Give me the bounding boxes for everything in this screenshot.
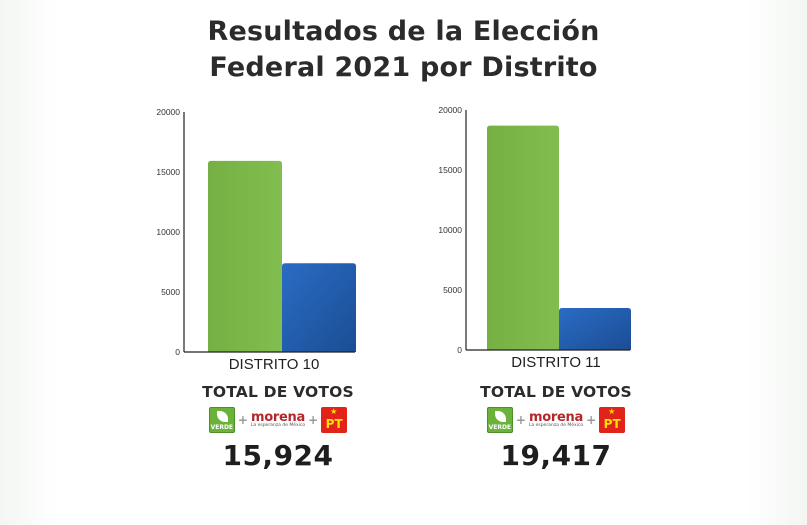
district-10-summary: TOTAL DE VOTOS VERDE + morena La esperan… <box>168 383 388 472</box>
morena-logo-text: morena <box>529 410 583 426</box>
verde-logo-text: VERDE <box>488 424 512 431</box>
pt-logo-text: PT <box>603 417 621 431</box>
bar-series-1 <box>487 125 559 350</box>
total-votes-value: 19,417 <box>500 439 612 472</box>
plus-icon: + <box>237 413 248 427</box>
y-tick-label: 20000 <box>156 107 180 117</box>
plus-icon: + <box>586 413 597 427</box>
verde-logo-text: VERDE <box>210 424 234 431</box>
y-tick-label: 5000 <box>443 285 462 295</box>
coalition-logos: VERDE + morena La esperanza de México + … <box>446 407 666 433</box>
x-axis-label: DISTRITO 10 <box>229 356 320 373</box>
x-axis-label: DISTRITO 11 <box>511 354 600 371</box>
total-votes-label: TOTAL DE VOTOS <box>202 383 354 401</box>
plus-icon: + <box>308 413 319 427</box>
pt-logo-icon: ★ PT <box>321 407 348 433</box>
total-votes-label: TOTAL DE VOTOS <box>480 383 632 401</box>
morena-logo-subtext: La esperanza de México <box>528 423 584 429</box>
y-tick-label: 10000 <box>156 227 180 237</box>
y-tick-label: 0 <box>457 345 462 355</box>
y-tick-label: 10000 <box>438 225 462 235</box>
y-tick-label: 5000 <box>161 287 180 297</box>
plus-icon: + <box>515 413 526 427</box>
morena-logo-text: morena <box>251 410 305 426</box>
verde-logo-icon: VERDE <box>208 407 235 433</box>
coalition-logos: VERDE + morena La esperanza de México + … <box>168 407 388 433</box>
pt-logo-text: PT <box>325 417 343 431</box>
bar-series-1 <box>208 160 282 352</box>
page-title: Resultados de la Elección Federal 2021 p… <box>0 14 807 86</box>
morena-logo-icon: morena La esperanza de México <box>529 411 583 429</box>
star-icon: ★ <box>330 407 338 416</box>
verde-logo-icon: VERDE <box>486 407 513 433</box>
y-tick-label: 15000 <box>156 167 180 177</box>
bar-series-2 <box>559 308 631 350</box>
morena-logo-subtext: La esperanza de México <box>250 423 306 429</box>
district-11-summary: TOTAL DE VOTOS VERDE + morena La esperan… <box>446 383 666 472</box>
y-tick-label: 15000 <box>438 165 462 175</box>
title-line-1: Resultados de la Elección <box>207 16 600 47</box>
y-tick-label: 20000 <box>438 105 462 115</box>
morena-logo-icon: morena La esperanza de México <box>251 411 305 429</box>
y-tick-label: 0 <box>175 347 180 357</box>
total-votes-value: 15,924 <box>222 439 334 472</box>
pt-logo-icon: ★ PT <box>599 407 626 433</box>
title-line-2: Federal 2021 por Distrito <box>209 52 598 83</box>
star-icon: ★ <box>608 407 616 416</box>
bar-series-2 <box>282 263 356 352</box>
